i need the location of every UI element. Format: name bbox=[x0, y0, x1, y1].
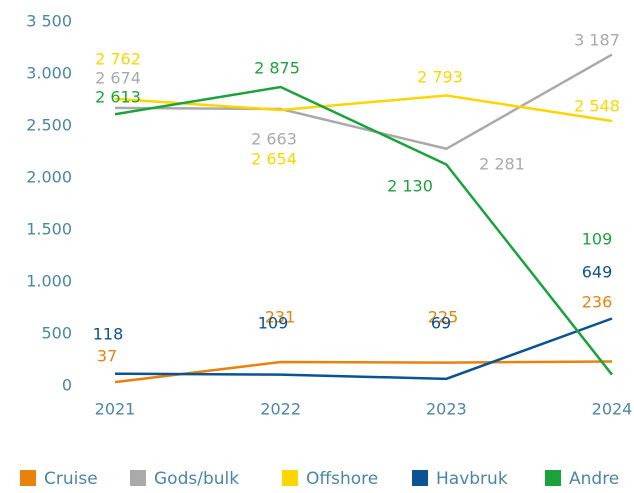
y-tick-label: 3 500 bbox=[26, 12, 72, 31]
series-line bbox=[114, 53, 613, 151]
y-tick-label: 0 bbox=[62, 376, 72, 395]
series-line bbox=[114, 94, 613, 123]
data-label: 649 bbox=[582, 263, 613, 282]
legend-label: Offshore bbox=[306, 469, 378, 489]
data-label: 109 bbox=[582, 230, 613, 249]
legend-label: Gods/bulk bbox=[154, 469, 239, 489]
data-label: 3 187 bbox=[574, 31, 620, 50]
legend-swatch bbox=[282, 470, 298, 486]
legend-label: Andre bbox=[569, 469, 619, 489]
data-label: 2 130 bbox=[387, 177, 433, 196]
y-tick-label: 3.000 bbox=[26, 64, 72, 83]
data-label: 231 bbox=[265, 308, 296, 327]
data-label: 2 674 bbox=[95, 69, 141, 88]
data-label: 118 bbox=[93, 325, 124, 344]
data-label: 109 bbox=[258, 314, 289, 333]
data-label: 2 548 bbox=[574, 97, 620, 116]
legend-swatch bbox=[412, 470, 428, 486]
data-label: 2 613 bbox=[95, 88, 141, 107]
data-label: 2 281 bbox=[479, 155, 525, 174]
data-label: 2 654 bbox=[251, 150, 297, 169]
legend-swatch bbox=[130, 470, 146, 486]
x-tick-label: 2023 bbox=[426, 400, 467, 419]
y-tick-label: 2.000 bbox=[26, 168, 72, 187]
y-tick-label: 1.500 bbox=[26, 220, 72, 239]
data-label: 225 bbox=[428, 308, 459, 327]
y-tick-label: 500 bbox=[41, 324, 72, 343]
data-label: 236 bbox=[582, 293, 613, 312]
y-tick-label: 2.500 bbox=[26, 116, 72, 135]
data-label: 2 875 bbox=[254, 59, 300, 78]
legend-label: Havbruk bbox=[436, 469, 508, 489]
x-tick-label: 2022 bbox=[260, 400, 301, 419]
x-tick-label: 2024 bbox=[592, 400, 633, 419]
legend-label: Cruise bbox=[44, 469, 98, 489]
data-label: 37 bbox=[97, 347, 117, 366]
data-label: 2 762 bbox=[95, 50, 141, 69]
data-label: 2 663 bbox=[251, 130, 297, 149]
legend-swatch bbox=[20, 470, 36, 486]
y-tick-label: 1.000 bbox=[26, 272, 72, 291]
data-label: 69 bbox=[431, 314, 451, 333]
series-line bbox=[114, 85, 613, 376]
x-tick-label: 2021 bbox=[95, 400, 136, 419]
series-line bbox=[114, 317, 613, 381]
legend-swatch bbox=[545, 470, 561, 486]
series-line bbox=[114, 360, 613, 384]
data-label: 2 793 bbox=[417, 68, 463, 87]
